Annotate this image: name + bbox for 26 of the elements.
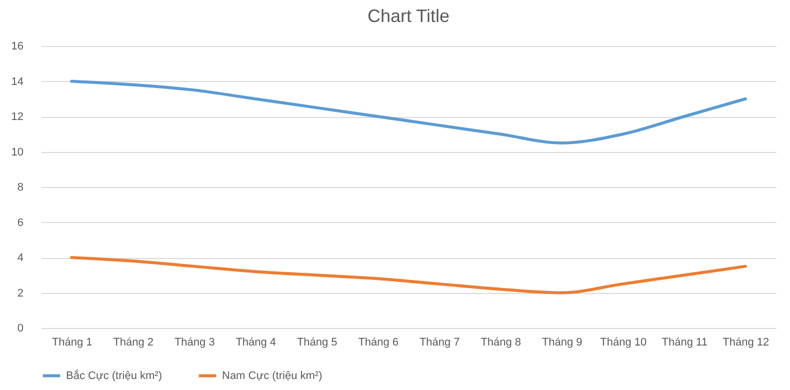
x-tick-label: Tháng 2	[113, 336, 154, 348]
x-tick-label: Tháng 9	[542, 336, 582, 348]
y-tick-label: 4	[17, 252, 24, 264]
line-series	[70, 256, 747, 294]
x-tick-label: Tháng 5	[296, 336, 338, 348]
legend-label: Bắc Cực (triệu km²)	[66, 368, 162, 382]
x-tick-label: Tháng 1	[52, 336, 92, 348]
legend-label: Nam Cực (triệu km²)	[222, 370, 322, 382]
y-tick-label: 6	[17, 216, 24, 229]
y-tick-label: 12	[11, 111, 24, 123]
x-tick-label: Tháng 7	[419, 336, 460, 348]
chart-title: Chart Title	[367, 6, 450, 26]
y-tick-label: 0	[17, 322, 24, 334]
line-series	[70, 80, 747, 144]
x-tick-label: Tháng 11	[662, 336, 708, 348]
y-tick-label: 16	[11, 40, 24, 52]
y-tick-label: 2	[17, 287, 24, 300]
x-tick-label: Tháng 6	[358, 336, 399, 348]
x-tick-label: Tháng 3	[174, 336, 215, 348]
y-tick-label: 10	[11, 146, 24, 158]
x-tick-label: Tháng 10	[600, 336, 647, 348]
x-tick-label: Tháng 8	[480, 336, 522, 348]
y-tick-label: 8	[17, 182, 24, 194]
y-tick-label: 14	[11, 76, 24, 88]
x-tick-label: Tháng 12	[722, 336, 770, 348]
x-tick-label: Tháng 4	[236, 336, 276, 348]
